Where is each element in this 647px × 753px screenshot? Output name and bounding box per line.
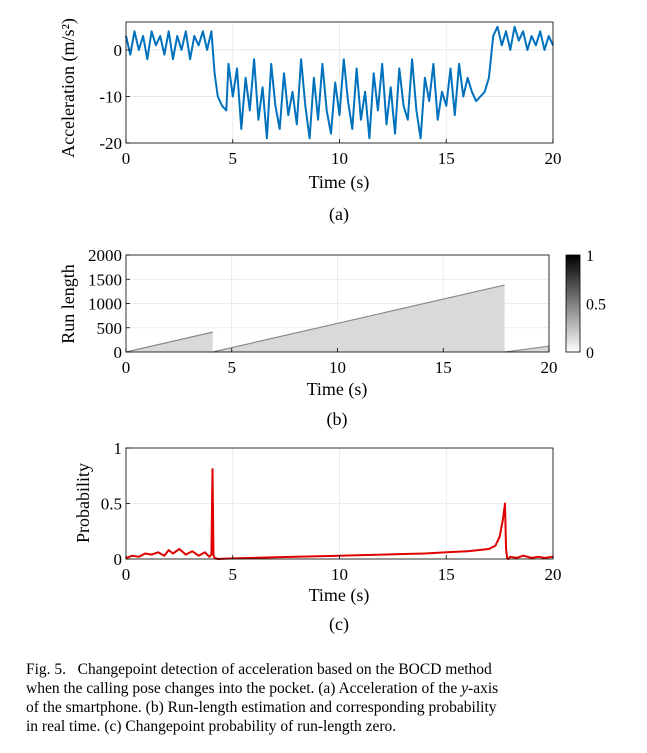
panel-a-xticks: 0 5 10 15 20 xyxy=(122,139,562,168)
panel-c-xticks: 0 5 10 15 20 xyxy=(122,555,562,584)
panel-a: 0 5 10 15 20 0 -10 -20 Time (s) Acceleration (… xyxy=(58,18,562,225)
panel-c-xtick-label: 15 xyxy=(438,565,455,584)
panel-b-xtick-label: 15 xyxy=(435,358,452,377)
panel-a-ytick-label: -10 xyxy=(99,87,122,106)
panel-b-ytick-label: 1000 xyxy=(88,295,122,314)
caption-line-4: in real time. (c) Changepoint probabilit… xyxy=(26,717,626,736)
panel-a-xtick-label: 5 xyxy=(229,149,238,168)
panel-a-ytick-label: 0 xyxy=(114,41,123,60)
panel-c-ytick-label: 0.5 xyxy=(101,495,122,514)
panel-b-colorbar-ticks: 00.51 xyxy=(586,248,606,362)
panel-b-run-length-wedges xyxy=(125,284,550,353)
panel-c-label: (c) xyxy=(329,614,349,635)
caption-line-2-italic: y xyxy=(461,680,469,697)
caption-line-2-text: when the calling pose changes into the p… xyxy=(26,680,462,697)
panel-a-xtick-label: 10 xyxy=(331,149,348,168)
panel-b-ytick-label: 500 xyxy=(97,319,123,338)
panel-b-xtick-label: 0 xyxy=(122,358,131,377)
panel-c-ytick-label: 0 xyxy=(114,550,123,569)
caption-line-3-text: of the smartphone. (b) Run-length estima… xyxy=(26,699,497,716)
caption-line-3: of the smartphone. (b) Run-length estima… xyxy=(26,698,626,717)
panel-c-xtick-label: 5 xyxy=(229,565,238,584)
panel-c-ylabel: Probability xyxy=(73,463,93,543)
panel-b-label: (b) xyxy=(327,409,348,430)
panel-a-xtick-label: 0 xyxy=(122,149,131,168)
panel-c-grid xyxy=(125,447,554,560)
panel-a-xtick-label: 20 xyxy=(545,149,562,168)
panel-a-label: (a) xyxy=(329,204,349,225)
panel-b-xtick-label: 20 xyxy=(541,358,558,377)
panel-c: 0 5 10 15 20 00.51 Time (s) Probability (c) xyxy=(73,439,562,635)
caption-line-2: when the calling pose changes into the p… xyxy=(26,679,626,698)
panel-c-xtick-label: 0 xyxy=(122,565,131,584)
panel-a-ytick-label: -20 xyxy=(99,134,122,153)
panel-b-ytick-label: 0 xyxy=(114,343,123,362)
panel-b-xlabel: Time (s) xyxy=(307,379,368,400)
caption-line-1: Fig. 5. Changepoint detection of acceler… xyxy=(26,660,626,679)
panel-c-probability-line xyxy=(125,468,554,560)
panel-b-run-length-edge-2 xyxy=(212,284,505,353)
figure-canvas: 0 5 10 15 20 0-10-20 Time (s) Acceleration (… xyxy=(58,18,606,635)
panel-b-xtick-label: 10 xyxy=(329,358,346,377)
panel-c-ytick-label: 1 xyxy=(114,439,123,458)
panel-a-ylabel: Acceleration (m/s²) xyxy=(58,18,79,158)
panel-a-xlabel: Time (s) xyxy=(309,172,370,193)
panel-b-colorbar-tick-label: 1 xyxy=(586,248,594,265)
panel-b-colorbar xyxy=(565,254,581,353)
caption-line-4-text: in real time. (c) Changepoint probabilit… xyxy=(26,718,397,735)
panel-c-yticks: 00.51 xyxy=(101,439,130,569)
panel-b-yticks: 0 500 1000 1500 2000 xyxy=(88,246,130,362)
panel-b-ytick-label: 2000 xyxy=(88,246,122,265)
panel-b-ytick-label: 1500 xyxy=(88,270,122,289)
panel-b-colorbar-tick-label: 0 xyxy=(586,345,594,362)
panel-c-xtick-label: 10 xyxy=(331,565,348,584)
caption-line-2-post: -axis xyxy=(468,680,499,697)
panel-a-xtick-label: 15 xyxy=(438,149,455,168)
panel-b-run-length-edge-3 xyxy=(504,345,550,353)
panel-a-acceleration-line xyxy=(125,25,554,140)
panel-c-xlabel: Time (s) xyxy=(309,585,370,606)
panel-b-xticks: 0 5 10 15 20 xyxy=(122,348,558,377)
caption-line-1-text: Fig. 5. Changepoint detection of acceler… xyxy=(26,661,492,678)
panel-c-xtick-label: 20 xyxy=(545,565,562,584)
panel-a-grid xyxy=(125,22,554,144)
panel-a-yticks: 0 -10 -20 xyxy=(99,41,130,153)
panel-b-colorbar-tick-label: 0.5 xyxy=(586,297,606,314)
figure-caption: Fig. 5. Changepoint detection of acceler… xyxy=(26,660,626,736)
panel-b-xtick-label: 5 xyxy=(228,358,237,377)
panel-b-run-length-edge-1 xyxy=(125,331,213,353)
panel-b-ylabel: Run length xyxy=(58,264,78,344)
